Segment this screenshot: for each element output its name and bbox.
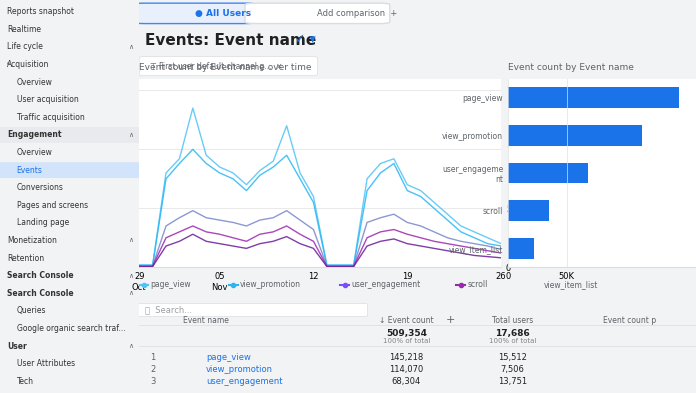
- FancyBboxPatch shape: [139, 57, 317, 75]
- Text: Pages and screens: Pages and screens: [17, 201, 88, 210]
- Text: Search Console: Search Console: [7, 271, 74, 280]
- Text: Conversions: Conversions: [17, 183, 63, 192]
- Text: ∧: ∧: [128, 132, 133, 138]
- Text: User Attributes: User Attributes: [17, 359, 75, 368]
- Text: Traffic acquisition: Traffic acquisition: [17, 113, 84, 122]
- Text: scroll: scroll: [467, 281, 487, 289]
- Text: •: •: [6, 60, 10, 69]
- Text: ∧: ∧: [128, 343, 133, 349]
- Bar: [508, 163, 588, 183]
- Bar: [508, 200, 549, 221]
- FancyBboxPatch shape: [134, 303, 367, 317]
- Text: Engagement: Engagement: [7, 130, 61, 140]
- Text: Retention: Retention: [7, 253, 44, 263]
- Text: 509,354: 509,354: [386, 329, 427, 338]
- Text: Overview: Overview: [17, 78, 53, 86]
- Text: ∧: ∧: [128, 237, 133, 244]
- FancyBboxPatch shape: [0, 127, 139, 143]
- Text: 7,506: 7,506: [500, 365, 524, 374]
- Text: view_promotion: view_promotion: [240, 281, 301, 289]
- Text: Search Console: Search Console: [7, 289, 74, 298]
- Text: view_promotion: view_promotion: [206, 365, 273, 374]
- Text: 15,512: 15,512: [498, 353, 527, 362]
- FancyBboxPatch shape: [0, 162, 139, 178]
- Bar: [508, 125, 642, 145]
- Text: 13,751: 13,751: [498, 377, 527, 386]
- Text: 100% of total: 100% of total: [383, 338, 430, 344]
- Text: view_item_list: view_item_list: [544, 281, 598, 289]
- Text: User acquisition: User acquisition: [17, 95, 79, 104]
- Text: user_engagement: user_engagement: [351, 281, 420, 289]
- Text: ∧: ∧: [128, 44, 133, 50]
- Text: Event count by Event name: Event count by Event name: [508, 63, 634, 72]
- Text: Event count by Event name over time: Event count by Event name over time: [139, 63, 312, 72]
- Bar: [508, 87, 679, 108]
- Text: ● All Users: ● All Users: [195, 9, 251, 18]
- Text: ⊤ First user default channel g...  ×: ⊤ First user default channel g... ×: [150, 62, 283, 70]
- Text: 114,070: 114,070: [389, 365, 424, 374]
- Text: ∧: ∧: [128, 273, 133, 279]
- Text: ✓ ▾: ✓ ▾: [295, 33, 316, 46]
- Text: User: User: [7, 342, 26, 351]
- Text: 145,218: 145,218: [389, 353, 424, 362]
- Text: Add comparison  +: Add comparison +: [317, 9, 397, 18]
- Text: 17,686: 17,686: [495, 329, 530, 338]
- Text: 100% of total: 100% of total: [489, 338, 536, 344]
- Text: Events: Events: [17, 165, 42, 174]
- Text: Acquisition: Acquisition: [7, 60, 49, 69]
- Text: Tech: Tech: [17, 377, 33, 386]
- Text: page_view: page_view: [206, 353, 251, 362]
- Text: 🔍  Search...: 🔍 Search...: [145, 305, 192, 314]
- Text: 3: 3: [150, 377, 156, 386]
- FancyBboxPatch shape: [245, 3, 390, 24]
- Text: Google organic search traf...: Google organic search traf...: [17, 324, 125, 333]
- Text: ↓ Event count: ↓ Event count: [379, 316, 434, 325]
- FancyBboxPatch shape: [134, 3, 256, 24]
- Text: Reports snapshot: Reports snapshot: [7, 7, 74, 16]
- Text: Landing page: Landing page: [17, 219, 69, 228]
- Text: ∧: ∧: [128, 290, 133, 296]
- Text: Event name: Event name: [183, 316, 229, 325]
- Text: 68,304: 68,304: [392, 377, 421, 386]
- Text: 2: 2: [150, 365, 156, 374]
- Text: +: +: [445, 315, 454, 325]
- Bar: [508, 238, 534, 259]
- Text: Events: Event name: Events: Event name: [145, 33, 316, 48]
- Text: Monetization: Monetization: [7, 236, 57, 245]
- Text: user_engagement: user_engagement: [206, 377, 283, 386]
- Text: 1: 1: [150, 353, 156, 362]
- Text: Event count p: Event count p: [603, 316, 656, 325]
- Text: Overview: Overview: [17, 148, 53, 157]
- Text: Life cycle: Life cycle: [7, 42, 43, 51]
- Text: page_view: page_view: [150, 281, 191, 289]
- Text: Queries: Queries: [17, 307, 46, 315]
- Text: Realtime: Realtime: [7, 25, 41, 34]
- Text: Total users: Total users: [491, 316, 533, 325]
